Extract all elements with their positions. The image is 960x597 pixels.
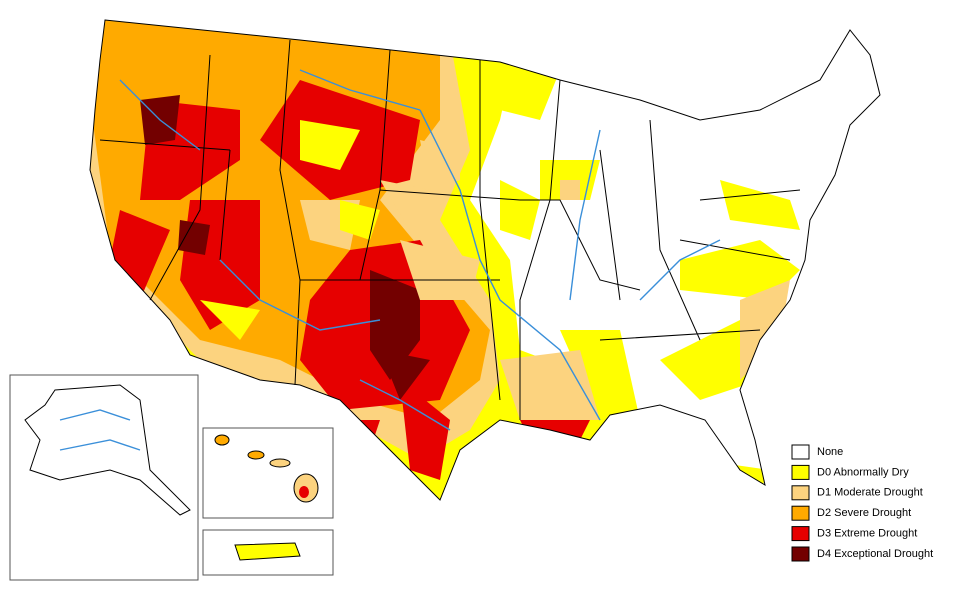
legend-label: D2 Severe Drought bbox=[817, 507, 911, 519]
legend-swatch bbox=[791, 485, 810, 501]
alaska-rivers bbox=[59, 409, 141, 451]
drought-area bbox=[299, 486, 309, 498]
drought-area bbox=[140, 95, 430, 400]
drought-area bbox=[214, 434, 230, 446]
legend-swatch bbox=[791, 444, 810, 460]
rivers bbox=[119, 69, 721, 431]
drought-area bbox=[269, 458, 291, 468]
drought-area bbox=[200, 120, 380, 340]
legend-swatch bbox=[791, 526, 810, 542]
us-outline bbox=[89, 19, 881, 501]
alaska-inset bbox=[9, 374, 199, 581]
drought-area bbox=[480, 60, 800, 490]
drought-area bbox=[300, 140, 480, 300]
borders bbox=[89, 19, 881, 501]
legend-label: D3 Extreme Drought bbox=[817, 528, 917, 540]
legend-label: D1 Moderate Drought bbox=[817, 487, 923, 499]
legend-label: D0 Abnormally Dry bbox=[817, 466, 909, 478]
legend-label: None bbox=[817, 446, 843, 458]
legend: None D0 Abnormally Dry D1 Moderate Drought… bbox=[791, 444, 933, 562]
state-borders bbox=[99, 39, 801, 420]
puerto-rico bbox=[234, 542, 301, 561]
legend-swatch bbox=[791, 505, 810, 521]
drought-area bbox=[247, 450, 265, 460]
legend-label: D4 Exceptional Drought bbox=[817, 548, 933, 560]
alaska bbox=[24, 384, 191, 516]
legend-swatch bbox=[791, 546, 810, 562]
legend-swatch bbox=[791, 464, 810, 480]
hawaii bbox=[214, 434, 319, 503]
